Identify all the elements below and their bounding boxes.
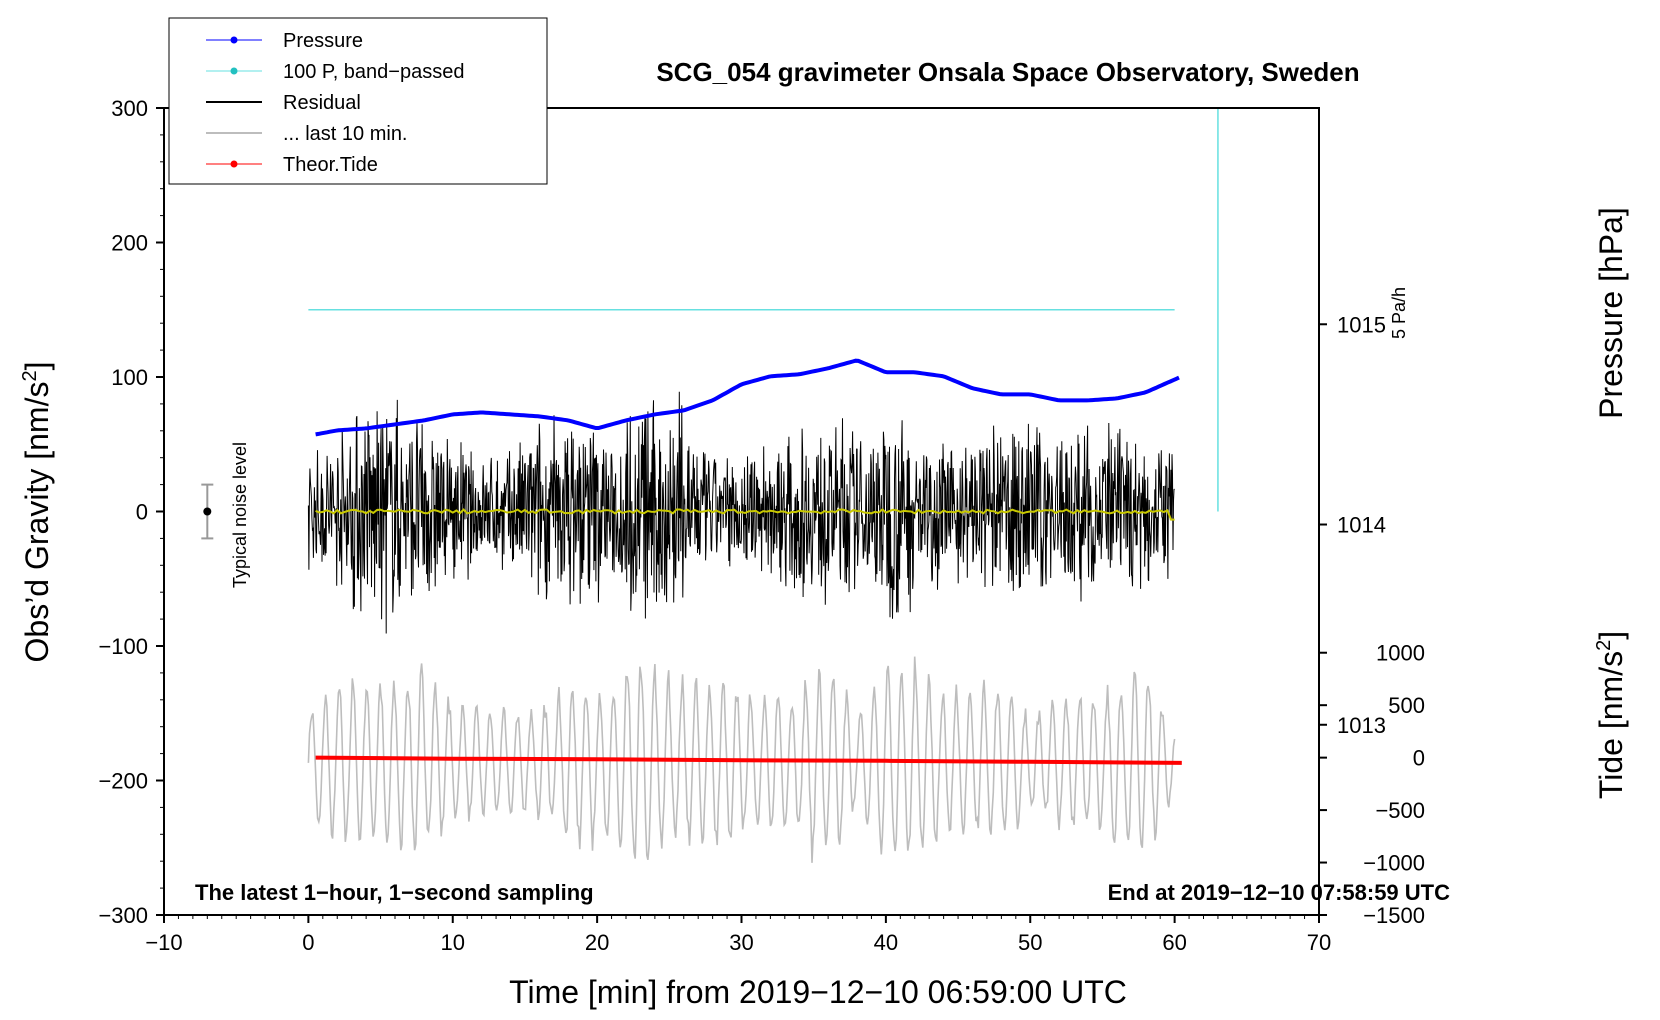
x-tick-label: 70 xyxy=(1307,930,1331,955)
tide-line xyxy=(315,755,1182,765)
y-axis-title-left-main: Obs’d Gravity [nm/s xyxy=(19,382,55,663)
note-left: The latest 1−hour, 1−second sampling xyxy=(195,880,594,905)
legend-label-band-passed: 100 P, band−passed xyxy=(283,61,464,83)
y-axis-title-pressure: Pressure [hPa] xyxy=(1593,207,1629,419)
y-tick-label: −100 xyxy=(98,634,148,659)
chart-title: SCG_054 gravimeter Onsala Space Observat… xyxy=(656,57,1359,87)
pressure-line xyxy=(315,358,1180,437)
noise-level-label: Typical noise level xyxy=(230,442,250,588)
y-axis-title-tide-close: ] xyxy=(1593,631,1629,640)
axis-ticks: −10 0 10 20 30 40 50 60 70−300−200−1000100200300… xyxy=(98,96,1425,955)
x-tick-label: 60 xyxy=(1162,930,1186,955)
tide-tick-label: 1000 xyxy=(1376,641,1425,666)
pressure-tick-label: 1015 xyxy=(1337,312,1386,337)
tide-tick-label: −1000 xyxy=(1363,851,1425,876)
legend-label-residual: Residual xyxy=(283,92,361,114)
residual-average-line xyxy=(315,508,1175,521)
last-10-min-line xyxy=(307,656,1176,863)
noise-level-dot xyxy=(203,507,212,516)
tide-tick-label: 500 xyxy=(1388,693,1425,718)
x-tick-label: −10 xyxy=(145,930,182,955)
y-tick-label: 300 xyxy=(111,96,148,121)
plot-content xyxy=(201,108,1219,863)
y-tick-label: 0 xyxy=(136,500,148,525)
legend-marker-pressure xyxy=(230,36,238,44)
y-tick-label: −300 xyxy=(98,903,148,928)
tide-tick-label: −1500 xyxy=(1363,903,1425,928)
y-axis-title-left-sup: 2 xyxy=(19,370,41,381)
legend-label-pressure: Pressure xyxy=(283,30,363,52)
note-right: End at 2019−12−10 07:58:59 UTC xyxy=(1108,880,1451,905)
y-axis-title-tide-main: Tide [nm/s xyxy=(1593,651,1629,799)
pressure-tick-label: 1014 xyxy=(1337,513,1386,538)
pressure-tick-label: 1013 xyxy=(1337,713,1386,738)
tide-tick-label: −500 xyxy=(1375,798,1425,823)
tide-tick-label: 0 xyxy=(1413,746,1425,771)
x-axis-title: Time [min] from 2019−12−10 06:59:00 UTC xyxy=(509,974,1127,1010)
y-axis-title-left-close: ] xyxy=(19,362,55,371)
legend-marker-band-passed xyxy=(230,67,238,75)
y-axis-title-left: Obs’d Gravity [nm/s2] xyxy=(19,362,55,663)
legend: Pressure 100 P, band−passed Residual ...… xyxy=(168,17,548,185)
y-tick-label: 100 xyxy=(111,365,148,390)
residual-line xyxy=(307,391,1175,634)
x-tick-label: 0 xyxy=(302,930,314,955)
x-tick-label: 30 xyxy=(729,930,753,955)
x-tick-label: 20 xyxy=(585,930,609,955)
scale-bar-label: 5 Pa/h xyxy=(1389,287,1409,339)
x-tick-label: 40 xyxy=(874,930,898,955)
legend-marker-tide xyxy=(230,160,238,168)
legend-label-last10: ... last 10 min. xyxy=(283,123,408,145)
y-axis-title-tide-sup: 2 xyxy=(1593,640,1615,651)
y-axis-title-tide: Tide [nm/s2] xyxy=(1593,631,1629,799)
y-tick-label: 200 xyxy=(111,231,148,256)
x-tick-label: 50 xyxy=(1018,930,1042,955)
x-tick-label: 10 xyxy=(441,930,465,955)
legend-label-tide: Theor.Tide xyxy=(283,154,378,176)
y-tick-label: −200 xyxy=(98,769,148,794)
